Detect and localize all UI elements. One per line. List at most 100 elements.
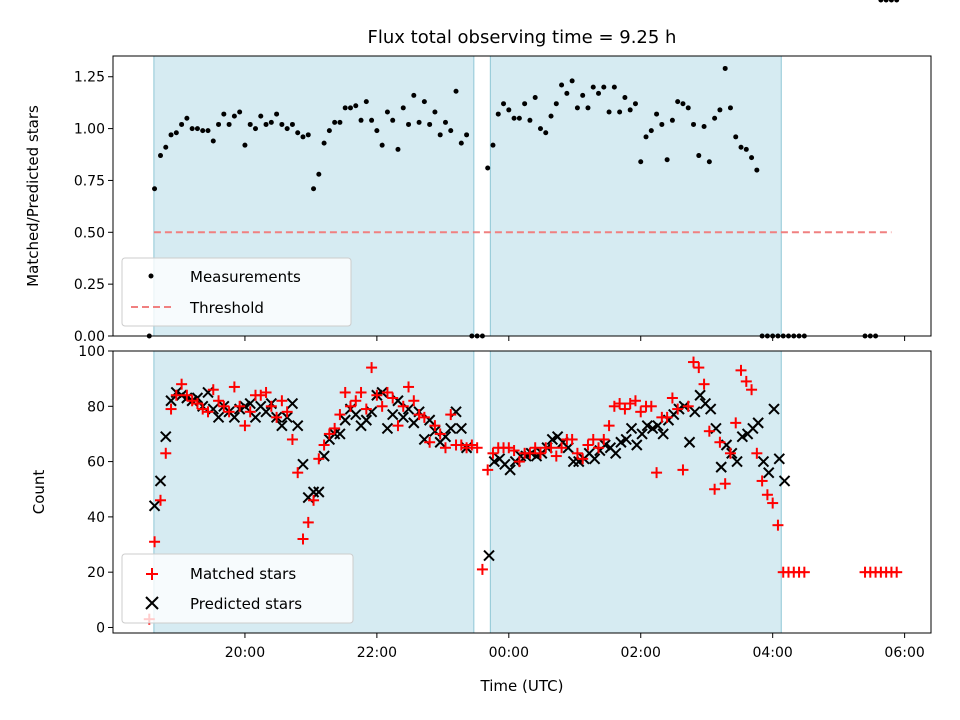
predicted-stars-legend-label: Predicted stars [190,595,302,613]
measurement-point [522,101,528,107]
matched-star-point [550,450,562,462]
matched-star-point [593,442,605,454]
measurement-point [226,121,232,127]
matched-star-point [571,447,583,459]
matched-star-point [772,519,784,531]
measurements-legend-marker [148,273,154,279]
matched-star-point [344,400,356,412]
y-tick-label: 0.75 [74,173,105,189]
measurement-point [511,115,517,121]
measurement-point [894,0,900,3]
matched-star-point [160,447,172,459]
measurement-point [696,153,702,159]
matched-star-point [339,386,351,398]
matched-star-point [756,475,768,487]
measurement-point [878,0,884,3]
matched-star-point [350,395,362,407]
measurement-point [157,153,163,159]
predicted-star-point [731,455,743,468]
measurement-point [458,140,464,146]
matched-star-point [234,400,246,412]
measurement-point [701,124,707,130]
measurement-point [279,121,285,127]
matched-star-point [418,411,430,423]
measurement-point [532,94,538,100]
matched-star-point [482,464,494,476]
measurement-point [596,90,602,96]
measurement-point [194,126,200,132]
measurement-point [580,92,586,98]
matched-star-point [408,395,420,407]
y-tick-label: 1.00 [74,122,105,138]
measurement-point [883,0,889,3]
measurement-point [184,115,190,121]
predicted-star-point [286,397,299,410]
predicted-star-point [334,428,346,440]
matched-star-point [297,533,309,545]
matched-star-point [191,398,203,410]
measurement-point [237,109,243,115]
matched-star-point [170,389,182,401]
predicted-star-point [408,417,420,429]
measurement-point [490,142,496,148]
predicted-star-point [694,389,706,401]
chart-title: Flux total observing time = 9.25 h [368,27,677,48]
y-tick-label: 40 [87,510,105,526]
matched-star-point [445,409,457,421]
predicted-star-point [244,397,256,410]
predicted-star-point [228,411,241,424]
measurement-point [601,84,607,90]
measurement-point [448,128,454,134]
predicted-star-point [313,486,325,498]
predicted-star-point [620,433,632,446]
measurement-point [358,117,364,123]
measurement-point [289,121,295,127]
matched-star-point [244,406,256,418]
predicted-star-point [763,466,775,479]
matched-star-point [587,433,599,445]
predicted-star-point [339,414,351,426]
matched-star-point [719,478,731,490]
x-tick-label: 20:00 [225,645,265,661]
matched-star-point [329,422,341,434]
matched-star-point [387,392,399,404]
predicted-star-point [588,453,601,465]
matched-star-point [476,563,488,575]
matched-star-point [767,497,779,509]
measurement-point [411,92,417,98]
matched-stars-legend-label: Matched stars [190,565,296,583]
measurement-point [152,186,158,192]
matched-star-point [313,453,325,465]
matched-star-point [688,356,700,368]
measurement-point [495,111,501,117]
predicted-star-point [360,414,373,426]
matched-star-point [149,536,161,548]
measurement-point [173,130,179,136]
predicted-star-point [455,422,468,435]
matched-star-point [508,445,520,457]
matched-star-point [698,378,710,390]
y-tick-label: 20 [87,565,105,581]
y-tick-label: 0.00 [74,329,105,345]
matched-star-point [645,400,657,412]
matched-star-point [271,411,283,423]
measurement-point [727,105,733,111]
matched-stars-legend-marker [146,568,158,580]
measurement-point [706,159,712,165]
predicted-star-point [445,422,457,435]
matched-star-point [746,384,758,396]
predicted-star-point [165,395,177,407]
matched-star-point [582,439,594,451]
matched-star-point [603,420,615,432]
count-panel-frame [112,350,932,634]
ratio-panel: 0.00 0.25 0.50 0.75 1.00 1.25 Matched/Predict… [24,0,932,345]
matched-star-point [286,433,298,445]
measurement-point [585,105,591,111]
y-tick-label: 1.25 [74,70,105,86]
measurement-point [163,144,169,150]
count-panel-legend: Matched stars Predicted stars [121,553,354,624]
measurement-point [733,134,739,140]
ratio-panel-x-ticks [244,336,906,341]
measurement-point [717,107,723,113]
measurement-point [590,84,596,90]
